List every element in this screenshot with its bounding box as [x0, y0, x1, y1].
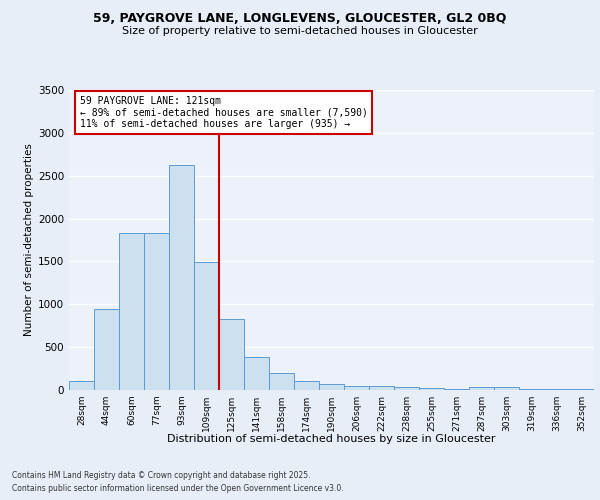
Bar: [369, 386, 394, 390]
Text: Contains public sector information licensed under the Open Government Licence v3: Contains public sector information licen…: [12, 484, 344, 493]
X-axis label: Distribution of semi-detached houses by size in Gloucester: Distribution of semi-detached houses by …: [167, 434, 496, 444]
Bar: [269, 373, 294, 390]
Bar: [344, 386, 369, 390]
Bar: [469, 386, 494, 390]
Bar: [294, 380, 319, 390]
Bar: [244, 356, 269, 390]
Bar: [119, 233, 144, 390]
Text: Size of property relative to semi-detached houses in Gloucester: Size of property relative to semi-detach…: [122, 26, 478, 36]
Y-axis label: Number of semi-detached properties: Number of semi-detached properties: [24, 144, 34, 336]
Bar: [519, 389, 544, 390]
Bar: [544, 389, 569, 390]
Bar: [69, 382, 94, 390]
Bar: [219, 319, 244, 390]
Bar: [444, 388, 469, 390]
Text: 59 PAYGROVE LANE: 121sqm
← 89% of semi-detached houses are smaller (7,590)
11% o: 59 PAYGROVE LANE: 121sqm ← 89% of semi-d…: [79, 96, 367, 129]
Bar: [319, 384, 344, 390]
Text: 59, PAYGROVE LANE, LONGLEVENS, GLOUCESTER, GL2 0BQ: 59, PAYGROVE LANE, LONGLEVENS, GLOUCESTE…: [94, 12, 506, 26]
Bar: [144, 233, 169, 390]
Bar: [569, 389, 594, 390]
Text: Contains HM Land Registry data © Crown copyright and database right 2025.: Contains HM Land Registry data © Crown c…: [12, 470, 311, 480]
Bar: [169, 164, 194, 390]
Bar: [94, 308, 119, 390]
Bar: [394, 388, 419, 390]
Bar: [494, 387, 519, 390]
Bar: [194, 262, 219, 390]
Bar: [419, 388, 444, 390]
